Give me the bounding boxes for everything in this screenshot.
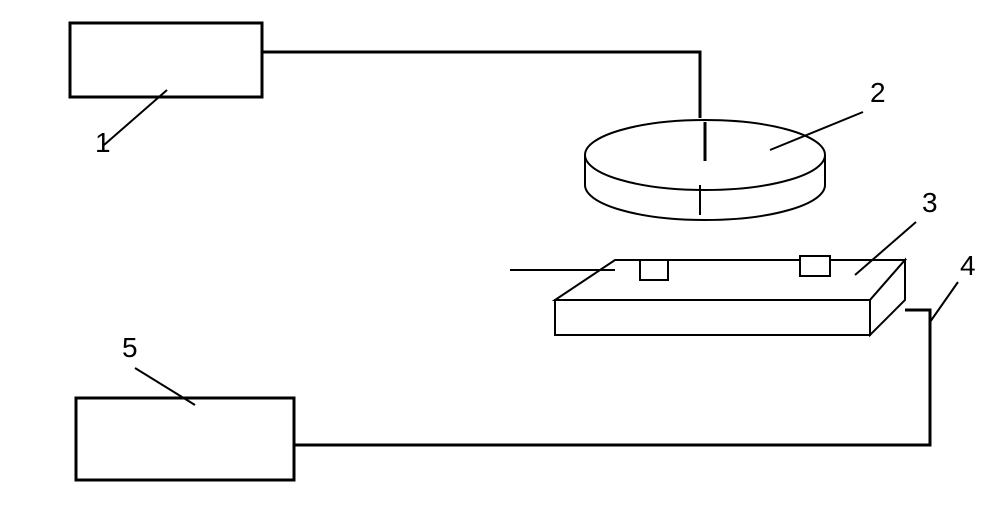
label-1: 1 xyxy=(95,127,111,159)
diagram-canvas xyxy=(0,0,1000,523)
label-2: 2 xyxy=(870,77,886,109)
label-3: 3 xyxy=(922,187,938,219)
label-4: 4 xyxy=(960,250,976,282)
label-5: 5 xyxy=(122,332,138,364)
